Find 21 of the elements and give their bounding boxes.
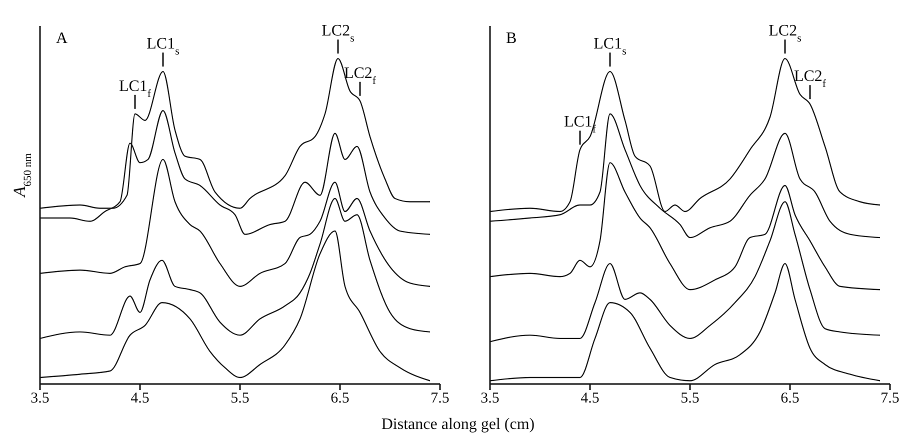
chart-title: B: [506, 30, 517, 48]
annotation: LC2$_{s}$: [322, 22, 354, 45]
x-tick-label: 6.5: [780, 390, 800, 407]
x-tick-label: 7.5: [880, 390, 900, 407]
annotation: LC1$_{f}$: [118, 78, 152, 100]
annotation: LC1$_{s}$: [594, 36, 626, 58]
x-tick-label: 6.5: [330, 390, 350, 407]
x-tick-label: 3.5: [480, 390, 500, 407]
annotation: LC1$_{s}$: [146, 36, 180, 58]
annotation: LC1$_{f}$: [564, 114, 596, 136]
chart-title: A: [56, 30, 68, 48]
x-tick-label: 3.5: [30, 390, 50, 407]
annotation: LC2$_{s}$: [768, 22, 802, 45]
annotation: LC2$_{f}$: [344, 64, 376, 87]
x-tick-label: 5.5: [230, 390, 250, 407]
annotation: LC2$_{f}$: [794, 68, 826, 90]
x-tick-label: 5.5: [680, 390, 700, 407]
x-axis-title: Distance along gel (cm): [380, 416, 536, 434]
x-tick-label: 4.5: [580, 390, 600, 407]
x-tick-label: 4.5: [130, 390, 150, 407]
x-tick-label: 7.5: [430, 390, 450, 407]
